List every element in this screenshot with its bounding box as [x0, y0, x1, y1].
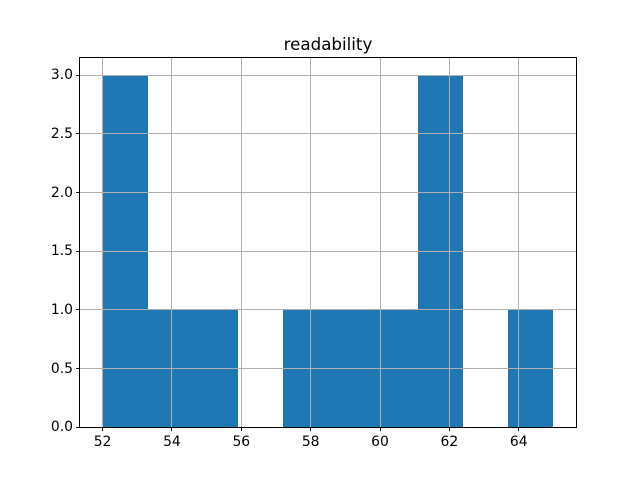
- x-tick-label: 62: [440, 434, 459, 451]
- x-gridline: [379, 57, 381, 428]
- x-gridline: [448, 57, 450, 428]
- x-tick: [310, 427, 312, 432]
- x-tick-label: 54: [163, 434, 181, 451]
- x-tick-label: 58: [301, 434, 320, 451]
- y-tick: [76, 309, 80, 311]
- y-gridline: [80, 192, 576, 194]
- y-tick: [76, 368, 80, 370]
- y-gridline: [80, 368, 576, 370]
- x-gridline: [518, 57, 520, 428]
- grid-layer: [80, 57, 576, 428]
- y-gridline: [80, 74, 576, 76]
- y-tick: [76, 74, 80, 76]
- x-tick: [448, 427, 450, 432]
- x-tick: [518, 427, 520, 432]
- x-tick: [240, 427, 242, 432]
- y-tick-label: 1.0: [50, 301, 73, 318]
- y-tick-label: 0.0: [50, 419, 73, 436]
- y-gridline: [80, 250, 576, 252]
- x-gridline: [240, 57, 242, 428]
- y-tick-label: 2.0: [50, 184, 73, 201]
- x-tick-label: 56: [232, 434, 251, 451]
- x-tick-label: 64: [509, 434, 528, 451]
- x-gridline: [102, 57, 104, 428]
- y-tick-label: 1.5: [50, 243, 73, 260]
- y-tick: [76, 133, 80, 135]
- y-tick: [76, 426, 80, 428]
- x-tick-label: 60: [371, 434, 389, 451]
- y-tick-label: 2.5: [50, 125, 73, 142]
- x-tick-label: 52: [93, 434, 112, 451]
- x-gridline: [310, 57, 312, 428]
- y-tick: [76, 250, 80, 252]
- y-gridline: [80, 309, 576, 311]
- x-tick: [379, 427, 381, 432]
- chart-title: readability: [283, 33, 373, 54]
- y-gridline: [80, 426, 576, 428]
- x-tick: [102, 427, 104, 432]
- x-gridline: [171, 57, 173, 428]
- plot-area: [79, 56, 577, 429]
- y-tick-label: 3.0: [50, 67, 73, 84]
- y-tick: [76, 192, 80, 194]
- x-tick: [171, 427, 173, 432]
- y-gridline: [80, 133, 576, 135]
- y-tick-label: 0.5: [50, 360, 73, 377]
